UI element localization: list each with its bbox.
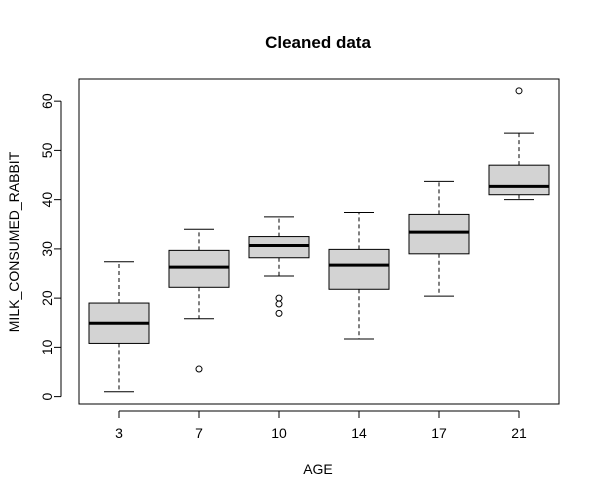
outlier-point bbox=[275, 294, 283, 302]
box-17 bbox=[408, 180, 470, 297]
y-axis: 0 10 20 30 40 50 60 bbox=[39, 93, 62, 401]
iqr-box bbox=[488, 164, 550, 196]
x-tick-label: 17 bbox=[431, 425, 447, 441]
outlier-point bbox=[275, 300, 283, 308]
x-tick-label: 7 bbox=[195, 425, 203, 441]
box-21 bbox=[488, 87, 550, 201]
x-axis-label: AGE bbox=[303, 461, 333, 477]
x-axis: 3 7 10 14 17 21 bbox=[115, 410, 527, 441]
outlier-point bbox=[515, 87, 523, 95]
box-3 bbox=[88, 261, 150, 393]
y-tick-label: 10 bbox=[39, 339, 55, 355]
plot-frame bbox=[78, 78, 560, 405]
y-axis-label: MILK_CONSUMED_RABBIT bbox=[6, 151, 22, 332]
box-7 bbox=[168, 228, 230, 373]
chart-title: Cleaned data bbox=[265, 33, 371, 52]
boxes bbox=[88, 87, 550, 393]
x-tick-label: 21 bbox=[511, 425, 527, 441]
iqr-box bbox=[328, 248, 390, 290]
y-tick-label: 20 bbox=[39, 290, 55, 306]
iqr-box bbox=[408, 213, 470, 255]
box-10 bbox=[248, 216, 310, 317]
x-tick-label: 3 bbox=[115, 425, 123, 441]
outlier-point bbox=[195, 365, 203, 373]
box-14 bbox=[328, 211, 390, 340]
outlier-point bbox=[275, 309, 283, 317]
y-tick-label: 40 bbox=[39, 192, 55, 208]
x-tick-label: 14 bbox=[351, 425, 367, 441]
y-tick-label: 60 bbox=[39, 93, 55, 109]
y-tick-label: 50 bbox=[39, 142, 55, 158]
y-tick-label: 0 bbox=[39, 393, 55, 401]
x-tick-label: 10 bbox=[271, 425, 287, 441]
iqr-box bbox=[168, 249, 230, 288]
iqr-box bbox=[248, 236, 310, 259]
y-tick-label: 30 bbox=[39, 241, 55, 257]
